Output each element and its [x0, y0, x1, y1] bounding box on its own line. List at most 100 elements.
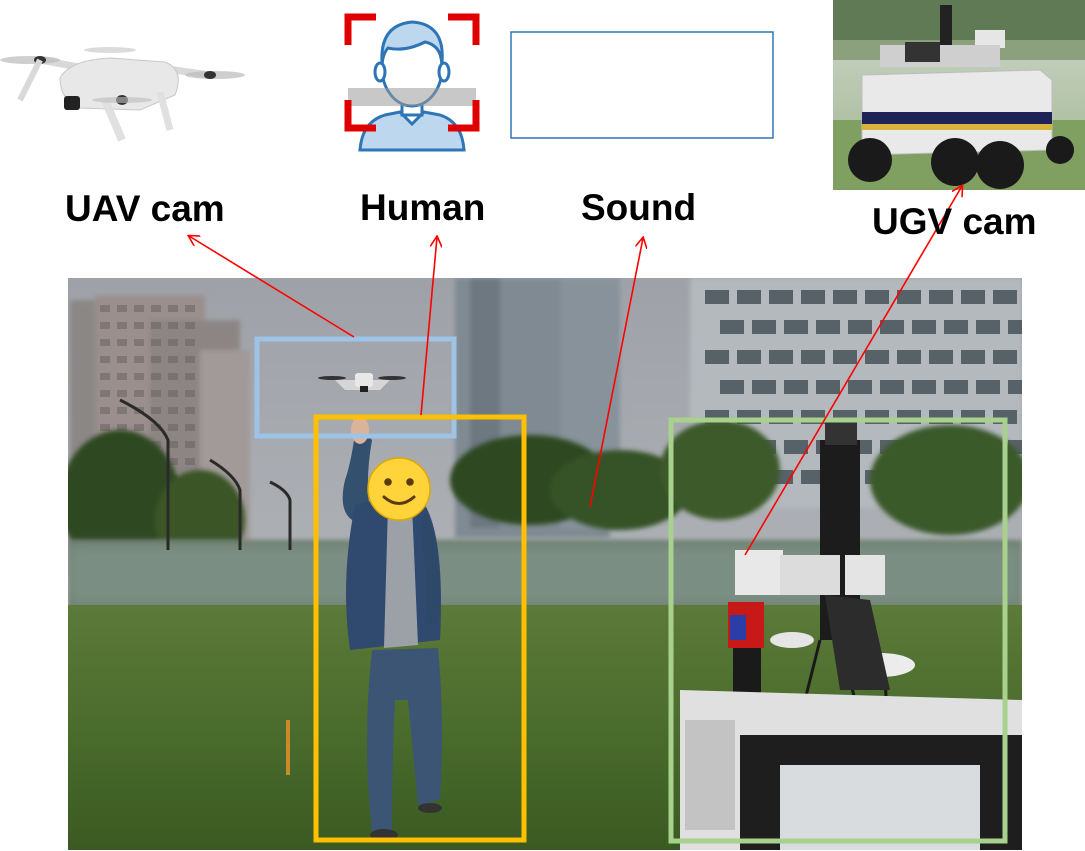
- scene-person: [342, 416, 443, 841]
- human-label: Human: [360, 187, 486, 228]
- building-window: [117, 322, 127, 329]
- building-window: [705, 290, 729, 304]
- building-window: [168, 390, 178, 397]
- building-window: [100, 390, 110, 397]
- building-window: [833, 290, 857, 304]
- building-window: [784, 320, 808, 334]
- building-window: [134, 424, 144, 431]
- building-window: [737, 350, 761, 364]
- building-window: [752, 320, 776, 334]
- building-window: [100, 322, 110, 329]
- building-window: [134, 356, 144, 363]
- building-window: [912, 380, 936, 394]
- ugv-robot-image: [833, 0, 1085, 190]
- building-window: [944, 380, 968, 394]
- building-window: [801, 350, 825, 364]
- building-window: [117, 373, 127, 380]
- building-window: [151, 373, 161, 380]
- building-window: [100, 356, 110, 363]
- building-window: [117, 339, 127, 346]
- building-window: [100, 339, 110, 346]
- building-window: [168, 407, 178, 414]
- building-window: [185, 305, 195, 312]
- building-window: [848, 320, 872, 334]
- building-window: [100, 373, 110, 380]
- uav-bounding-box: [254, 336, 457, 439]
- building-window: [185, 356, 195, 363]
- building-window: [117, 390, 127, 397]
- sound-label: Sound: [581, 187, 697, 228]
- building-window: [100, 424, 110, 431]
- ugv-bounding-box: [668, 417, 1008, 844]
- scene-robot: [680, 420, 1022, 850]
- building-window: [185, 424, 195, 431]
- ugv-cam-label: UGV cam: [872, 201, 1037, 242]
- building-window: [784, 440, 808, 454]
- building-window: [117, 407, 127, 414]
- sound-arrow: [589, 238, 643, 508]
- building-window: [880, 380, 904, 394]
- building-window: [752, 380, 776, 394]
- building-window: [976, 320, 1000, 334]
- building-window: [151, 407, 161, 414]
- building-window: [848, 380, 872, 394]
- building-window: [117, 305, 127, 312]
- building-window: [134, 373, 144, 380]
- drone-image: [0, 47, 245, 142]
- building-window: [912, 320, 936, 334]
- building-window: [993, 290, 1017, 304]
- face-detect-icon: [344, 13, 480, 152]
- building-window: [151, 424, 161, 431]
- building-window: [897, 290, 921, 304]
- building-window: [168, 441, 178, 448]
- building-window: [1008, 380, 1022, 394]
- building-window: [134, 322, 144, 329]
- building-window: [801, 290, 825, 304]
- building-window: [769, 290, 793, 304]
- building-window: [185, 390, 195, 397]
- building-window: [769, 350, 793, 364]
- building-window: [100, 305, 110, 312]
- human-arrow: [420, 237, 437, 416]
- building-window: [897, 350, 921, 364]
- building-window: [720, 380, 744, 394]
- smiley-emoji: [367, 457, 431, 521]
- building-window: [880, 320, 904, 334]
- building-window: [151, 356, 161, 363]
- building-window: [816, 380, 840, 394]
- building-window: [961, 290, 985, 304]
- building-window: [168, 322, 178, 329]
- building-window: [168, 339, 178, 346]
- building-window: [944, 320, 968, 334]
- building-window: [801, 470, 825, 484]
- building-window: [865, 290, 889, 304]
- building-window: [168, 424, 178, 431]
- ugv-arrow: [744, 186, 962, 556]
- building-window: [168, 305, 178, 312]
- building-window: [816, 320, 840, 334]
- waveform-icon: [510, 31, 774, 139]
- building-window: [929, 290, 953, 304]
- building-window: [151, 390, 161, 397]
- building-window: [134, 339, 144, 346]
- building-window: [117, 356, 127, 363]
- building-window: [705, 350, 729, 364]
- building-window: [151, 339, 161, 346]
- building-window: [720, 320, 744, 334]
- building-window: [185, 339, 195, 346]
- human-bounding-box: [313, 414, 527, 843]
- building-window: [833, 350, 857, 364]
- building-window: [168, 373, 178, 380]
- building-window: [929, 350, 953, 364]
- building-window: [185, 441, 195, 448]
- scene-drone: [318, 373, 406, 392]
- building-window: [784, 380, 808, 394]
- building-window: [100, 407, 110, 414]
- uav-cam-label: UAV cam: [65, 188, 225, 229]
- building-window: [134, 390, 144, 397]
- building-window: [961, 350, 985, 364]
- building-window: [1008, 320, 1022, 334]
- building-window: [117, 424, 127, 431]
